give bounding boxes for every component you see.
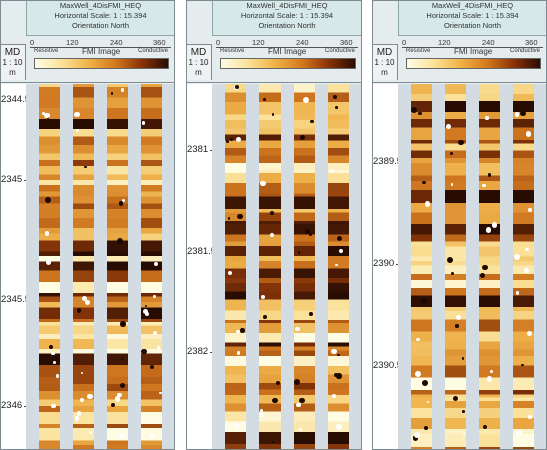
md-scale: 1 : 10 <box>374 58 395 67</box>
scale-tick: 0 <box>402 38 407 47</box>
log-track-2: MaxWell_4DisFMI_HEQ Horizontal Scale: 1 … <box>186 0 362 450</box>
azimuth-scale: 0 120 240 360 <box>402 38 543 48</box>
scale-tick: 120 <box>438 38 451 47</box>
md-scale: 1 : 10 <box>2 58 23 67</box>
md-unit: m <box>381 68 388 77</box>
scale-tick: 0 <box>30 38 35 47</box>
legend-conductive: Conductive <box>138 48 169 54</box>
header-orientation: Orientation North <box>258 21 316 30</box>
legend-title: FMI Image <box>268 47 307 56</box>
track-header: MaxWell_4DisFMI_HEQ Horizontal Scale: 1 … <box>186 0 362 83</box>
scale-line <box>216 47 358 48</box>
scale-tick: 0 <box>216 38 221 47</box>
fmi-image-log <box>26 84 175 450</box>
scale-tick: 240 <box>482 38 495 47</box>
legend-resistive: Resistive <box>34 48 59 54</box>
depth-column: 2381 2381.5 2382 <box>186 84 223 450</box>
depth-label: 2382 <box>187 346 215 357</box>
header-title: MaxWell_4DisFMI_HEQ <box>59 1 142 10</box>
scale-line <box>30 47 171 48</box>
depth-label: 2390 <box>373 258 401 269</box>
md-box: MD 1 : 10 m <box>372 44 398 80</box>
header-horizontal-scale: Horizontal Scale: 1 : 15.394 <box>426 11 519 20</box>
scale-tick: 120 <box>252 38 265 47</box>
header-info: MaxWell_4DisFMI_HEQ Horizontal Scale: 1 … <box>26 0 175 36</box>
legend-resistive: Resistive <box>220 48 245 54</box>
legend-conductive: Conductive <box>325 48 356 54</box>
color-scale-bar <box>220 58 356 69</box>
md-unit: m <box>195 68 202 77</box>
md-unit: m <box>9 68 16 77</box>
md-box: MD 1 : 10 m <box>186 44 212 80</box>
depth-label: 2346 <box>1 400 29 411</box>
scale-tick: 360 <box>340 38 353 47</box>
legend-title: FMI Image <box>82 47 121 56</box>
md-label: MD <box>376 47 393 58</box>
azimuth-scale: 0 120 240 360 <box>216 38 358 48</box>
scale-tick: 360 <box>153 38 166 47</box>
depth-label: 2345 <box>1 174 29 185</box>
scale-tick: 120 <box>66 38 79 47</box>
md-box: MD 1 : 10 m <box>0 44 26 80</box>
legend-resistive: Resistive <box>406 48 431 54</box>
depth-label: 2381 <box>187 144 215 155</box>
header-title: MaxWell_4DisFMI_HEQ <box>246 1 328 10</box>
legend-title: FMI Image <box>454 47 493 56</box>
scale-tick: 240 <box>110 38 123 47</box>
header-title: MaxWell_4DisFMI_HEQ <box>431 1 514 10</box>
md-label: MD <box>190 47 207 58</box>
track-header: MaxWell_4DisFMI_HEQ Horizontal Scale: 1 … <box>0 0 175 83</box>
scale-line <box>402 47 543 48</box>
header-info: MaxWell_4DisFMI_HEQ Horizontal Scale: 1 … <box>398 0 547 36</box>
log-track-1: MaxWell_4DisFMI_HEQ Horizontal Scale: 1 … <box>0 0 175 450</box>
header-orientation: Orientation North <box>71 21 130 30</box>
md-label: MD <box>4 47 21 58</box>
scale-tick: 360 <box>525 38 538 47</box>
depth-column: 2389.5 2390 2390.5 <box>372 84 409 450</box>
fmi-image-log <box>398 84 547 450</box>
azimuth-scale: 0 120 240 360 <box>30 38 171 48</box>
header-info: MaxWell_4DisFMI_HEQ Horizontal Scale: 1 … <box>212 0 362 36</box>
md-scale: 1 : 10 <box>188 58 209 67</box>
header-horizontal-scale: Horizontal Scale: 1 : 15.394 <box>240 11 334 20</box>
color-scale-bar <box>34 58 169 69</box>
header-orientation: Orientation North <box>443 21 502 30</box>
color-scale-bar <box>406 58 541 69</box>
track-header: MaxWell_4DisFMI_HEQ Horizontal Scale: 1 … <box>372 0 547 83</box>
legend-conductive: Conductive <box>510 48 541 54</box>
scale-tick: 240 <box>296 38 309 47</box>
log-track-3: MaxWell_4DisFMI_HEQ Horizontal Scale: 1 … <box>372 0 547 450</box>
header-horizontal-scale: Horizontal Scale: 1 : 15.394 <box>54 11 147 20</box>
fmi-image-log <box>212 84 362 450</box>
depth-column: 2344.5 2345 2345.5 2346 <box>0 84 37 450</box>
